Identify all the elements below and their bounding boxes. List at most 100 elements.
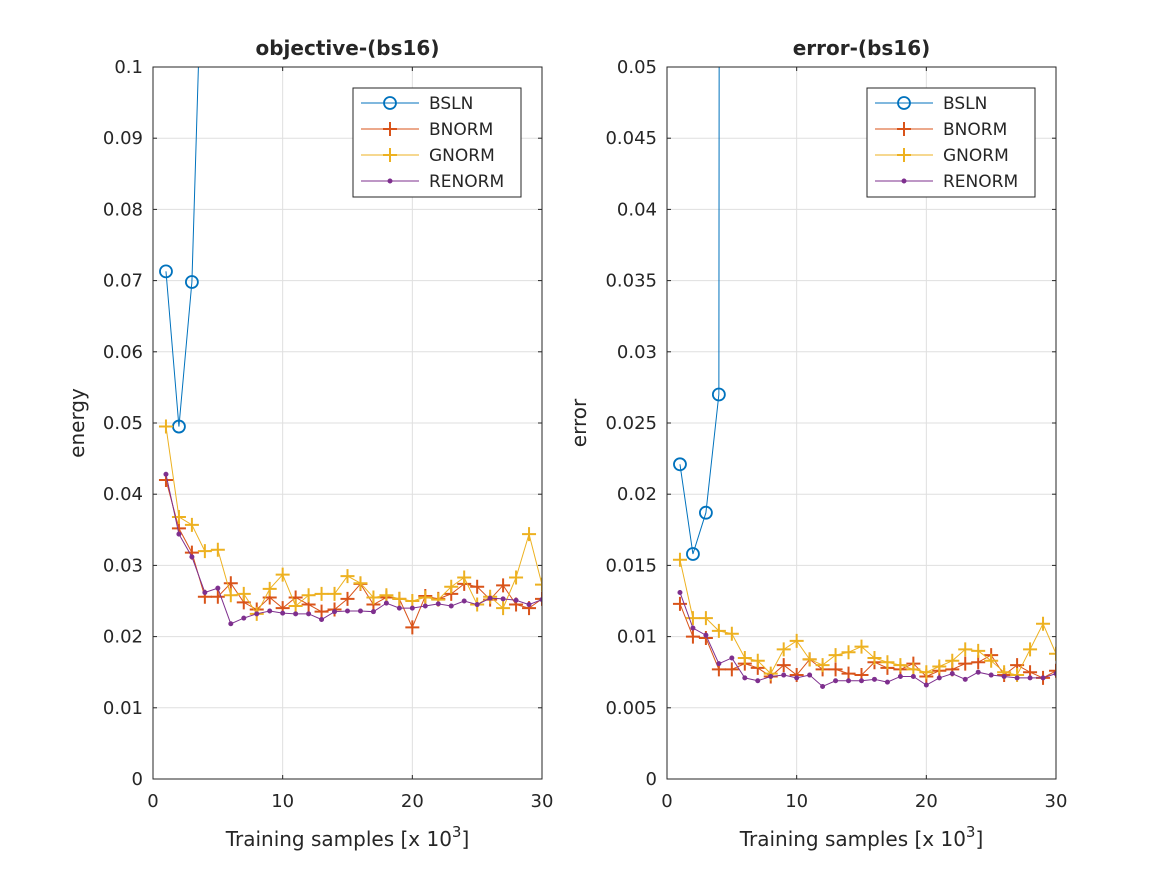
data-point-renorm [500,596,506,602]
data-point-gnorm [893,658,908,673]
y-tick-label: 0.04 [617,199,657,220]
data-point-renorm [202,589,208,595]
series-line-bnorm [165,479,542,629]
data-point-gnorm [854,639,869,654]
data-point-bnorm [340,591,355,606]
y-tick-label: 0.03 [103,555,143,576]
data-point-gnorm [288,598,303,613]
y-axis-label: error [567,398,591,447]
data-point-renorm [332,609,338,615]
data-point-renorm [435,601,441,607]
data-point-gnorm [958,642,973,657]
data-point-renorm [487,595,493,601]
legend-label: BNORM [943,120,1007,140]
legend-item-bnorm: BNORM [361,120,493,140]
data-point-renorm [858,678,864,684]
data-point-gnorm [685,611,700,626]
data-point-gnorm [1036,616,1051,631]
data-point-renorm [1001,673,1007,679]
x-tick-label: 0 [661,791,672,812]
x-axis-label: Training samples [x 103] [739,823,984,851]
data-point-gnorm [275,567,290,582]
y-tick-label: 0.02 [103,627,143,648]
data-point-gnorm [340,569,355,584]
data-point-gnorm [457,570,472,585]
data-point-renorm [884,679,890,685]
data-point-gnorm [737,650,752,665]
data-point-gnorm [724,626,739,641]
legend-item-bnorm: BNORM [875,120,1007,140]
legend-item-renorm: RENORM [361,172,504,192]
data-point-renorm [962,676,968,682]
data-point-renorm [396,605,402,611]
legend-label: BSLN [943,94,987,114]
series-gnorm [672,552,1056,683]
x-tick-label: 20 [401,791,424,812]
data-point-gnorm [828,648,843,663]
data-point-renorm [241,615,247,621]
legend-marker [897,122,911,136]
data-point-gnorm [184,517,199,532]
data-point-gnorm [210,542,225,557]
data-point-renorm [1053,671,1056,677]
y-tick-label: 0.07 [103,271,143,292]
data-point-gnorm [750,653,765,668]
data-point-renorm [1014,675,1020,681]
data-point-bnorm [685,629,700,644]
data-point-gnorm [535,577,542,592]
data-point-bnorm [496,578,511,593]
data-point-renorm [306,611,312,617]
data-point-gnorm [672,552,687,567]
series-renorm [163,471,542,627]
chart-title: objective-(bs16) [256,36,440,60]
legend: BSLN BNORM GNORM RENORM [866,87,1036,198]
legend-item-bsln: BSLN [361,94,473,114]
data-point-gnorm [314,586,329,601]
y-tick-label: 0.05 [617,57,657,78]
data-point-gnorm [379,588,394,603]
legend-label: GNORM [943,146,1009,166]
y-tick-label: 0.08 [103,199,143,220]
data-point-renorm [422,603,428,609]
data-point-bnorm [1049,663,1056,678]
legend-item-bsln: BSLN [875,94,987,114]
series-line-bsln [679,67,720,555]
y-tick-label: 0.05 [103,413,143,434]
series-line-bsln [165,67,199,427]
data-point-bnorm [828,662,843,677]
x-tick-label: 30 [1045,791,1068,812]
data-point-renorm [383,600,389,606]
legend-marker [897,96,911,110]
x-tick-label: 10 [785,791,808,812]
x-tick-label: 30 [531,791,554,812]
y-tick-label: 0.01 [103,698,143,719]
chart-title: error-(bs16) [793,36,931,60]
x-tick-label: 10 [271,791,294,812]
data-point-gnorm [236,586,251,601]
data-point-renorm [742,675,748,681]
data-point-bnorm [223,576,238,591]
data-point-gnorm [776,642,791,657]
data-point-renorm [949,671,955,677]
data-point-renorm [755,678,761,684]
legend-label: GNORM [429,146,495,166]
data-point-renorm [690,625,696,631]
data-point-bnorm [958,656,973,671]
x-tick-label: 0 [147,791,158,812]
legend-label: BSLN [429,94,473,114]
legend-marker [387,178,393,184]
data-point-bnorm [314,604,329,619]
data-point-gnorm [1023,642,1038,657]
legend-label: RENORM [429,172,504,192]
data-point-renorm [370,609,376,615]
data-point-renorm [910,673,916,679]
data-point-renorm [189,554,195,560]
data-point-renorm [254,611,260,617]
data-point-renorm [1040,675,1046,681]
legend-item-gnorm: GNORM [875,146,1009,166]
legend-box [866,87,1036,198]
data-point-bnorm [724,662,739,677]
legend-marker [383,96,397,110]
legend-item-gnorm: GNORM [361,146,495,166]
data-point-gnorm [984,653,999,668]
